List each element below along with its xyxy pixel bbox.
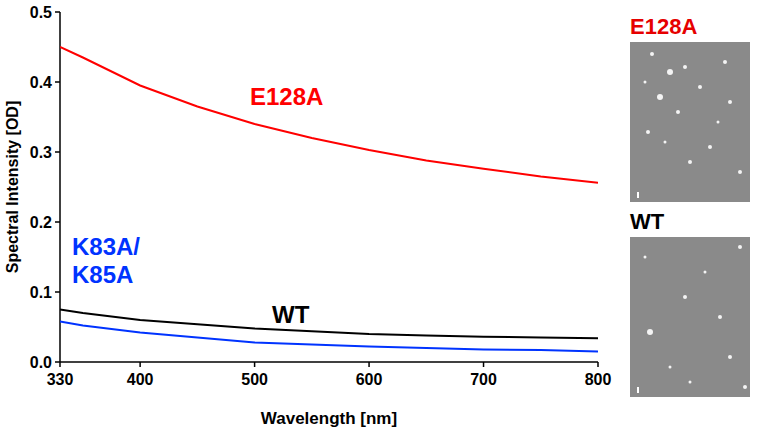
x-axis-title: Wavelength [nm]	[261, 409, 397, 428]
x-tick	[139, 362, 141, 367]
x-tick	[483, 362, 485, 367]
particle	[683, 65, 687, 69]
x-tick-label: 400	[127, 371, 154, 388]
panel-label: WT	[630, 209, 665, 234]
particle	[688, 160, 692, 164]
series-label: E128A	[250, 83, 323, 110]
particle	[650, 52, 654, 56]
series-group	[60, 47, 598, 352]
particle	[644, 256, 647, 259]
series-label: K83A/K85A	[72, 233, 140, 288]
series-line	[60, 310, 598, 339]
particle	[646, 130, 650, 134]
particle	[708, 145, 712, 149]
particle	[647, 329, 653, 335]
particle	[723, 60, 727, 64]
x-tick-label: 800	[585, 371, 612, 388]
x-tick	[597, 362, 599, 367]
particle	[644, 81, 647, 84]
particle	[657, 94, 663, 100]
x-tick-label: 600	[356, 371, 383, 388]
particle	[698, 85, 702, 89]
particle	[738, 170, 742, 174]
y-tick-label: 0.0	[30, 354, 52, 371]
particle	[667, 69, 673, 75]
y-tick	[55, 151, 60, 153]
series-label: WT	[272, 301, 310, 328]
particle	[743, 385, 747, 389]
x-tick	[59, 362, 61, 367]
y-tick	[55, 81, 60, 83]
y-tick-label: 0.3	[30, 144, 52, 161]
particle	[676, 110, 680, 114]
particle	[664, 141, 667, 144]
y-axis-title: Spectral Intensity [OD]	[4, 101, 21, 273]
particle	[728, 355, 732, 359]
particle	[683, 295, 687, 299]
micrograph	[630, 42, 750, 202]
particle	[704, 271, 707, 274]
x-tick-label: 330	[47, 371, 74, 388]
y-tick	[55, 11, 60, 13]
panel-label: E128A	[630, 14, 697, 39]
scale-bar	[637, 192, 639, 198]
y-tick	[55, 291, 60, 293]
particle	[728, 100, 732, 104]
particle	[718, 315, 722, 319]
series-line	[60, 47, 598, 183]
particle	[689, 381, 692, 384]
y-tick-label: 0.2	[30, 214, 52, 231]
x-tick-label: 700	[470, 371, 497, 388]
x-tick	[254, 362, 256, 367]
y-tick-label: 0.1	[30, 284, 52, 301]
y-tick-label: 0.4	[30, 74, 52, 91]
chart: 0.0 0.1 0.2 0.3 0.4 0.5 330 400 500 600 700 800 Wave…	[0, 0, 768, 436]
y-tick-label: 0.5	[30, 4, 52, 21]
y-tick	[55, 221, 60, 223]
particle	[669, 366, 672, 369]
x-tick-label: 500	[241, 371, 268, 388]
x-tick	[368, 362, 370, 367]
particle	[717, 121, 720, 124]
series-line	[60, 321, 598, 351]
particle	[738, 245, 742, 249]
scale-bar	[637, 387, 639, 393]
micrograph	[630, 237, 750, 397]
